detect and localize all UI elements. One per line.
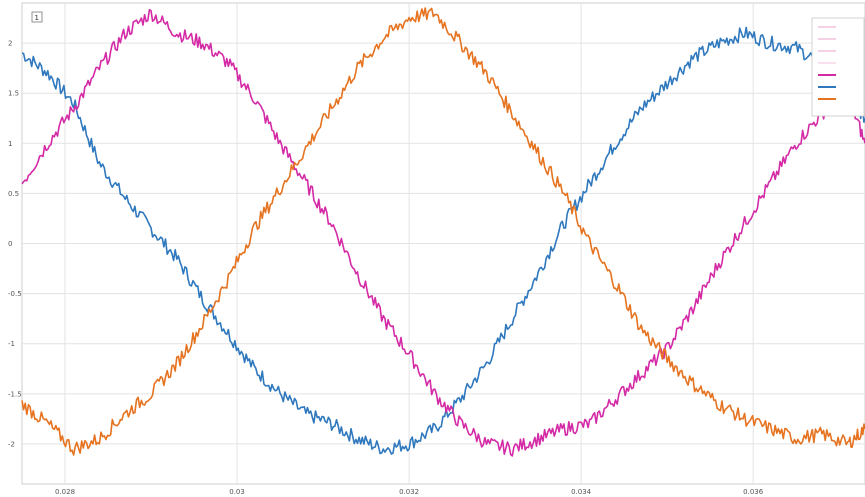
x-tick-label: 0.036 — [743, 488, 764, 496]
series-line-0 — [21, 26, 865, 455]
x-tick-label: 0.03 — [229, 488, 245, 496]
series-line-2 — [21, 7, 865, 456]
tick-labels: 2 1.5 1 0.5 0 -0.5 -1 -1.5 -2 0.028 0.03 0.032 0.034… — [8, 40, 764, 496]
x-tick-label: 0.034 — [571, 488, 592, 496]
series-group — [21, 7, 865, 457]
series-line-1 — [21, 9, 865, 457]
y-tick-label: 0 — [8, 240, 12, 248]
y-tick-label: 0.5 — [8, 190, 19, 198]
grid — [22, 3, 865, 484]
legend[interactable] — [811, 17, 865, 117]
x-tick-label: 0.028 — [55, 488, 75, 496]
y-tick-label: 1 — [8, 140, 12, 148]
x-tick-label: 0.032 — [399, 488, 419, 496]
y-tick-label: -0.5 — [8, 290, 22, 298]
y-tick-label: 1.5 — [8, 90, 19, 98]
y-tick-label: -1 — [8, 340, 15, 348]
panel-badge-label: 1 — [35, 14, 39, 22]
legend-box — [811, 17, 865, 117]
y-tick-label: -2 — [8, 440, 15, 448]
y-tick-label: -1.5 — [8, 390, 22, 398]
y-tick-label: 2 — [8, 40, 12, 48]
panel-badge: 1 — [31, 11, 43, 23]
